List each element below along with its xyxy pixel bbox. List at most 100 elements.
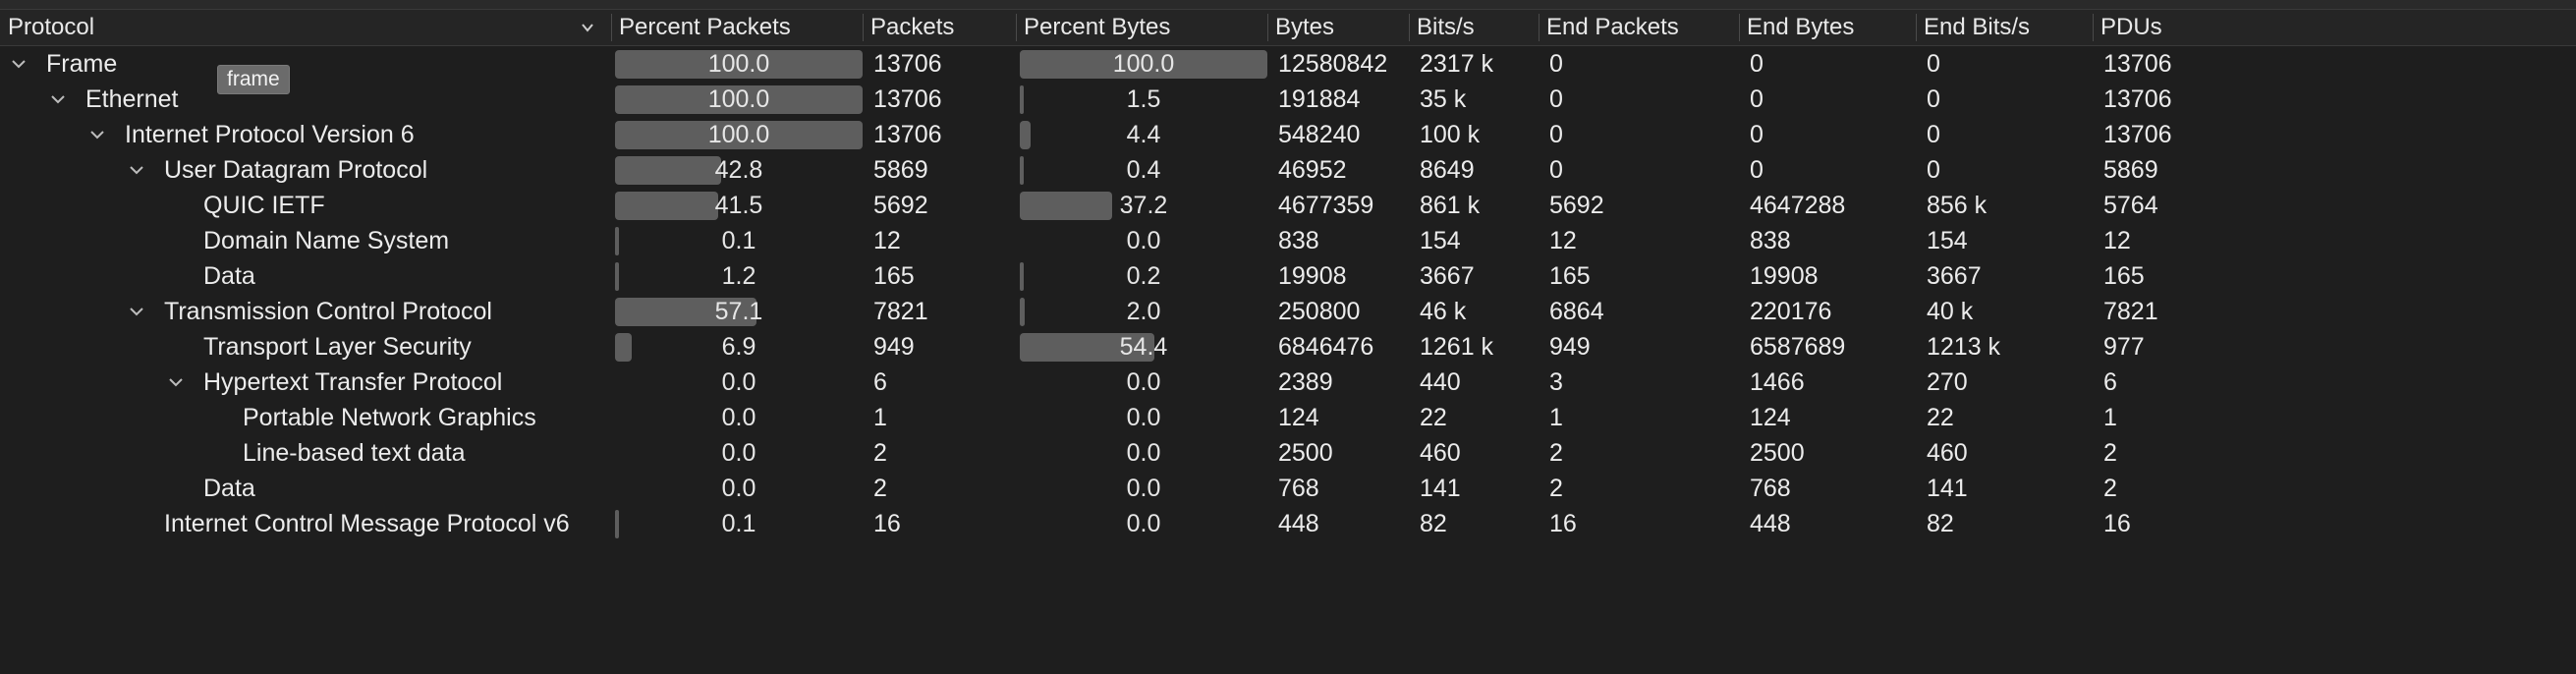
- percent-bytes-bar: 0.0: [1020, 227, 1267, 255]
- table-row[interactable]: Transmission Control Protocol 57.1 2.0 7821…: [0, 294, 2576, 329]
- column-header-bits-per-second[interactable]: Bits/s: [1417, 14, 1475, 40]
- percent-packets-bar: 0.0: [615, 439, 863, 468]
- end-packets-cell: 1: [1549, 404, 1563, 431]
- percent-fill: [1020, 262, 1024, 291]
- end-bits-per-second-cell: 40 k: [1927, 298, 1974, 325]
- packets-cell: 7821: [873, 298, 928, 325]
- percent-bytes-bar: 0.0: [1020, 439, 1267, 468]
- table-row[interactable]: Frame 100.0 100.0 13706 12580842 2317 k 0 0 0 137…: [0, 46, 2576, 82]
- percent-value: 0.0: [721, 475, 756, 502]
- protocol-cell: Frame: [0, 46, 609, 82]
- bytes-cell: 838: [1278, 227, 1319, 254]
- chevron-down-icon[interactable]: [128, 161, 145, 179]
- percent-value: 0.0: [1126, 404, 1161, 431]
- percent-value: 0.0: [1126, 475, 1161, 502]
- chevron-down-icon[interactable]: [88, 126, 106, 143]
- percent-bytes-bar: 37.2: [1020, 192, 1267, 220]
- percent-packets-bar: 100.0: [615, 121, 863, 149]
- column-divider[interactable]: [1016, 14, 1017, 41]
- packets-cell: 165: [873, 262, 915, 290]
- chevron-down-icon[interactable]: [167, 373, 185, 391]
- table-row[interactable]: Data 1.2 0.2 165 19908 3667 165 19908 3667 165: [0, 258, 2576, 294]
- table-row[interactable]: Portable Network Graphics 0.0 0.0 1 124 22 1 12…: [0, 400, 2576, 435]
- packets-cell: 5869: [873, 156, 928, 184]
- column-divider[interactable]: [2093, 14, 2094, 41]
- percent-bytes-bar: 54.4: [1020, 333, 1267, 362]
- percent-packets-bar: 41.5: [615, 192, 863, 220]
- percent-value: 37.2: [1119, 192, 1168, 219]
- table-row[interactable]: Hypertext Transfer Protocol 0.0 0.0 6 2389 44…: [0, 365, 2576, 400]
- percent-value: 100.0: [707, 121, 770, 148]
- percent-value: 0.4: [1126, 156, 1161, 184]
- end-packets-cell: 3: [1549, 368, 1563, 396]
- table-row[interactable]: Internet Control Message Protocol v6 0.1 0…: [0, 506, 2576, 541]
- percent-value: 0.0: [1126, 368, 1161, 396]
- column-header-end-bits-per-second[interactable]: End Bits/s: [1924, 14, 2031, 40]
- end-packets-cell: 2: [1549, 439, 1563, 467]
- column-divider[interactable]: [863, 14, 864, 41]
- percent-fill: [615, 298, 756, 326]
- column-divider[interactable]: [1539, 14, 1540, 41]
- table-row[interactable]: User Datagram Protocol 42.8 0.4 5869 46952 86…: [0, 152, 2576, 188]
- protocol-name: QUIC IETF: [203, 192, 325, 219]
- column-divider[interactable]: [1739, 14, 1740, 41]
- end-bytes-cell: 220176: [1750, 298, 1832, 325]
- bits-per-second-cell: 460: [1420, 439, 1461, 467]
- table-row[interactable]: Internet Protocol Version 6 100.0 4.4 13706…: [0, 117, 2576, 152]
- column-header-protocol[interactable]: Protocol: [0, 10, 611, 45]
- packets-cell: 6: [873, 368, 887, 396]
- protocol-name: Line-based text data: [243, 439, 466, 467]
- end-bytes-cell: 4647288: [1750, 192, 1846, 219]
- percent-bytes-bar: 0.0: [1020, 368, 1267, 397]
- percent-fill: [1020, 85, 1024, 114]
- bits-per-second-cell: 100 k: [1420, 121, 1481, 148]
- percent-bytes-bar: 4.4: [1020, 121, 1267, 149]
- percent-fill: [615, 510, 619, 538]
- end-bits-per-second-cell: 0: [1927, 85, 1940, 113]
- bytes-cell: 124: [1278, 404, 1319, 431]
- percent-fill: [615, 262, 619, 291]
- protocol-cell: QUIC IETF: [0, 188, 609, 223]
- chevron-down-icon[interactable]: [128, 303, 145, 320]
- pdus-cell: 16: [2103, 510, 2131, 537]
- percent-value: 1.5: [1126, 85, 1161, 113]
- table-row[interactable]: QUIC IETF 41.5 37.2 5692 4677359 861 k 5692 464…: [0, 188, 2576, 223]
- end-bytes-cell: 768: [1750, 475, 1791, 502]
- table-row[interactable]: Data 0.0 0.0 2 768 141 2 768 141 2: [0, 471, 2576, 506]
- protocol-name: Ethernet: [85, 85, 179, 113]
- table-row[interactable]: Transport Layer Security 6.9 54.4 949 684647…: [0, 329, 2576, 365]
- column-header-pdus[interactable]: PDUs: [2100, 14, 2162, 40]
- end-packets-cell: 5692: [1549, 192, 1604, 219]
- table-row[interactable]: Domain Name System 0.1 0.0 12 838 154 12 838 154…: [0, 223, 2576, 258]
- chevron-down-icon[interactable]: [49, 90, 67, 108]
- column-header-percent-bytes[interactable]: Percent Bytes: [1024, 14, 1171, 40]
- column-divider[interactable]: [1409, 14, 1410, 41]
- column-header-percent-packets[interactable]: Percent Packets: [619, 14, 791, 40]
- percent-value: 41.5: [714, 192, 763, 219]
- percent-packets-bar: 42.8: [615, 156, 863, 185]
- column-divider[interactable]: [611, 14, 612, 41]
- table-row[interactable]: Ethernet 100.0 1.5 13706 191884 35 k 0 0 0 13706: [0, 82, 2576, 117]
- pdus-cell: 5764: [2103, 192, 2158, 219]
- bits-per-second-cell: 141: [1420, 475, 1461, 502]
- column-header-end-bytes[interactable]: End Bytes: [1747, 14, 1855, 40]
- pdus-cell: 2: [2103, 475, 2117, 502]
- column-header-packets[interactable]: Packets: [870, 14, 955, 40]
- end-bits-per-second-cell: 0: [1927, 121, 1940, 148]
- packets-cell: 1: [873, 404, 887, 431]
- column-header-end-packets[interactable]: End Packets: [1546, 14, 1679, 40]
- column-divider[interactable]: [1916, 14, 1917, 41]
- column-header-bytes[interactable]: Bytes: [1275, 14, 1335, 40]
- bits-per-second-cell: 82: [1420, 510, 1447, 537]
- end-bytes-cell: 0: [1750, 50, 1764, 78]
- pdus-cell: 13706: [2103, 50, 2172, 78]
- column-divider[interactable]: [1267, 14, 1268, 41]
- end-packets-cell: 0: [1549, 85, 1563, 113]
- chevron-down-icon[interactable]: [10, 55, 28, 73]
- percent-fill: [615, 156, 721, 185]
- bytes-cell: 6846476: [1278, 333, 1374, 361]
- percent-value: 0.0: [721, 439, 756, 467]
- table-row[interactable]: Line-based text data 0.0 0.0 2 2500 460 2 2500 4…: [0, 435, 2576, 471]
- protocol-cell: Portable Network Graphics: [0, 400, 609, 435]
- chevron-down-icon[interactable]: [580, 20, 595, 35]
